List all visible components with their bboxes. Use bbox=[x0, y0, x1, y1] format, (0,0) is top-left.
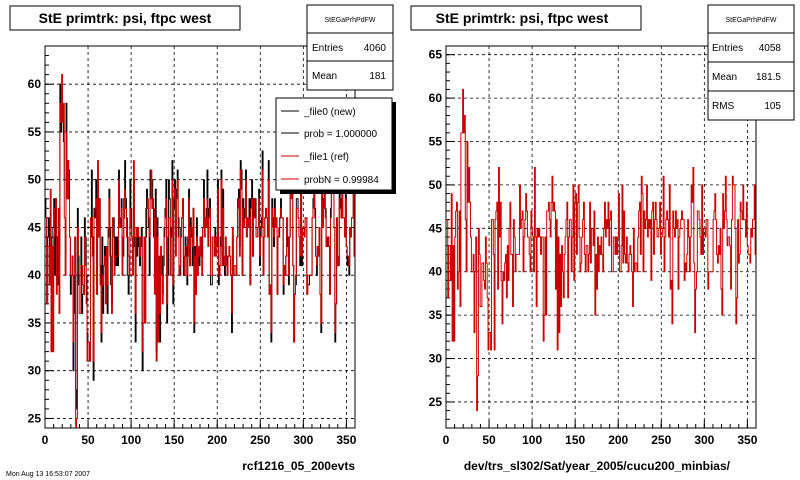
left-stats-box: StEGaPrhPdFW Entries 4060 Mean 181 bbox=[306, 4, 394, 91]
left-title: StE primtrk: psi, ftpc west bbox=[39, 10, 212, 26]
x-tick-label: 250 bbox=[651, 433, 671, 447]
x-tick-label: 300 bbox=[293, 433, 313, 447]
x-tick-label: 350 bbox=[336, 433, 356, 447]
y-tick-label: 40 bbox=[429, 265, 443, 279]
left-stats-mean: 181 bbox=[369, 71, 386, 82]
right-stats-mean-label: Mean bbox=[712, 72, 737, 83]
right-stats-entries-label: Entries bbox=[712, 43, 743, 54]
x-tick-label: 350 bbox=[737, 433, 757, 447]
right-series bbox=[446, 88, 756, 412]
x-tick-label: 200 bbox=[207, 433, 227, 447]
y-tick-label: 25 bbox=[429, 395, 443, 409]
legend-entry-probn: probN = 0.99984 bbox=[304, 175, 379, 186]
x-tick-label: 100 bbox=[522, 433, 542, 447]
right-chart: StE primtrk: psi, ftpc west 0 50 100 150 200… bbox=[410, 4, 795, 473]
right-stats-rms: 105 bbox=[764, 101, 781, 112]
y-tick-label: 30 bbox=[28, 364, 42, 378]
y-tick-label: 45 bbox=[429, 221, 443, 235]
right-xlabel: dev/trs_sl302/Sat/year_2005/cucu200_minb… bbox=[464, 459, 731, 473]
y-tick-label: 40 bbox=[28, 268, 42, 282]
right-axes: 0 50 100 150 200 250 300 350 25 30 35 40 45 50 55 60 65 bbox=[429, 45, 758, 447]
left-stats-entries: 4060 bbox=[364, 43, 387, 54]
x-tick-label: 50 bbox=[81, 433, 95, 447]
footer-timestamp: Mon Aug 13 16:53:07 2007 bbox=[6, 471, 90, 478]
legend-entry-new: _file0 (new) bbox=[303, 107, 356, 118]
x-tick-label: 0 bbox=[443, 433, 450, 447]
x-tick-label: 300 bbox=[694, 433, 714, 447]
x-tick-label: 200 bbox=[608, 433, 628, 447]
y-tick-label: 60 bbox=[28, 77, 42, 91]
y-tick-label: 55 bbox=[28, 125, 42, 139]
y-tick-label: 35 bbox=[28, 316, 42, 330]
x-tick-label: 100 bbox=[121, 433, 141, 447]
series--file1-ref- bbox=[446, 88, 756, 412]
right-title: StE primtrk: psi, ftpc west bbox=[436, 10, 609, 26]
x-tick-label: 250 bbox=[250, 433, 270, 447]
y-tick-label: 45 bbox=[28, 220, 42, 234]
y-tick-label: 30 bbox=[429, 352, 443, 366]
right-stats-entries: 4058 bbox=[759, 43, 782, 54]
x-tick-label: 0 bbox=[42, 433, 49, 447]
x-tick-label: 150 bbox=[565, 433, 585, 447]
y-tick-label: 50 bbox=[429, 178, 443, 192]
right-stats-rms-label: RMS bbox=[712, 101, 735, 112]
right-stats-mean: 181.5 bbox=[756, 72, 781, 83]
left-xlabel: rcf1216_05_200evts bbox=[242, 459, 355, 473]
left-stats-name: StEGaPrhPdFW bbox=[325, 17, 376, 24]
y-tick-label: 65 bbox=[429, 48, 443, 62]
right-stats-box: StEGaPrhPdFW Entries 4058 Mean 181.5 RMS… bbox=[707, 4, 795, 121]
y-tick-label: 55 bbox=[429, 135, 443, 149]
left-axes: 0 50 100 150 200 250 300 350 25 30 35 40 45 50 55 60 bbox=[28, 45, 357, 447]
y-tick-label: 60 bbox=[429, 91, 443, 105]
left-chart: StE primtrk: psi, ftpc west 0 50 100 150 200… bbox=[9, 4, 396, 473]
legend-entry-ref: _file1 (ref) bbox=[303, 152, 349, 163]
legend-entry-prob: prob = 1.000000 bbox=[304, 129, 378, 140]
left-title-box bbox=[9, 5, 241, 31]
y-tick-label: 50 bbox=[28, 173, 42, 187]
left-legend: _file0 (new) prob = 1.000000 _file1 (ref… bbox=[275, 97, 396, 194]
left-stats-entries-label: Entries bbox=[312, 43, 343, 54]
right-title-box bbox=[410, 5, 642, 31]
left-stats-mean-label: Mean bbox=[312, 71, 337, 82]
x-tick-label: 50 bbox=[482, 433, 496, 447]
x-tick-label: 150 bbox=[164, 433, 184, 447]
right-stats-name: StEGaPrhPdFW bbox=[726, 17, 777, 24]
y-tick-label: 35 bbox=[429, 308, 443, 322]
y-tick-label: 25 bbox=[28, 411, 42, 425]
